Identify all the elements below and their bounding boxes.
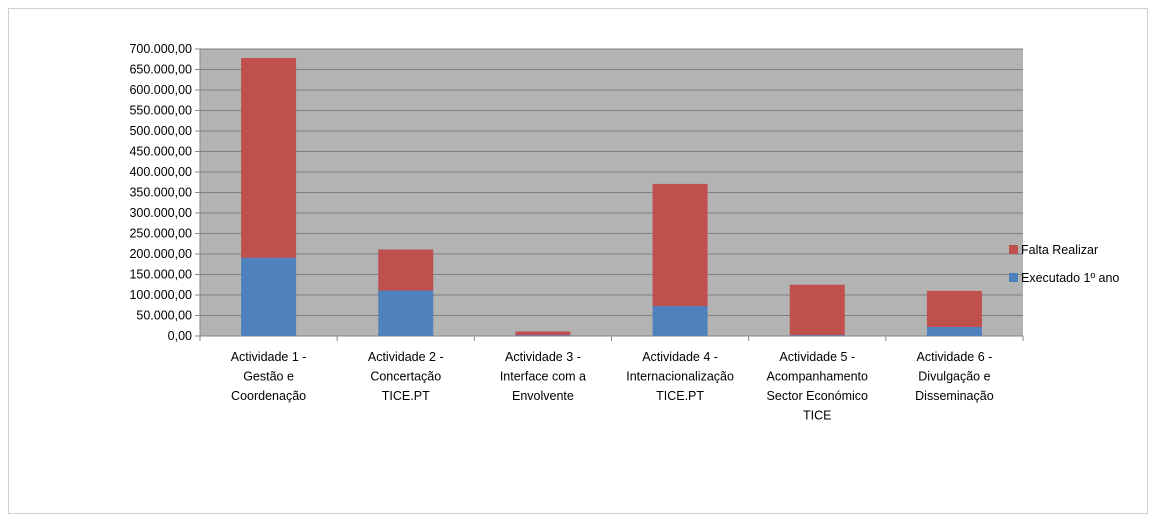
y-tick-label: 500.000,00 <box>129 124 192 138</box>
y-tick-label: 200.000,00 <box>129 247 192 261</box>
y-tick-label: 300.000,00 <box>129 206 192 220</box>
plot-area <box>200 48 1023 336</box>
bar-segment-executado <box>241 257 297 336</box>
bar-segment-falta-realizar <box>652 183 708 307</box>
bar-segment-executado <box>789 335 845 336</box>
x-tick-label: Actividade 1 -Gestão e Coordenação <box>231 350 307 403</box>
y-tick-label: 350.000,00 <box>129 186 192 200</box>
legend-label: Executado 1º ano <box>1021 271 1119 285</box>
x-tick-label: Actividade 4 -Internacionalização TICE.PT <box>626 350 734 403</box>
y-tick-label: 450.000,00 <box>129 145 192 159</box>
bar-segment-executado <box>515 335 571 336</box>
y-tick-label: 0,00 <box>168 329 192 343</box>
y-tick-label: 400.000,00 <box>129 165 192 179</box>
x-tick-label: Actividade 3 -Interface com a Envolvente <box>500 350 586 403</box>
y-tick-label: 600.000,00 <box>129 83 192 97</box>
bar-segment-falta-realizar <box>241 58 297 258</box>
x-tick-label: Actividade 6 -Divulgação e Disseminação <box>915 350 994 403</box>
stacked-bar-chart: 0,00 50.000,00 100.000,00 150.000,00 200.000… <box>129 42 1119 423</box>
x-axis: Actividade 1 -Gestão e Coordenação Activid… <box>199 335 1024 423</box>
y-axis: 0,00 50.000,00 100.000,00 150.000,00 200.000… <box>129 42 201 343</box>
y-tick-label: 550.000,00 <box>129 104 192 118</box>
bar-segment-executado <box>378 290 434 336</box>
y-tick-label: 250.000,00 <box>129 227 192 241</box>
bar-segment-falta-realizar <box>926 290 982 327</box>
bars <box>241 58 982 336</box>
legend-swatch <box>1009 245 1018 254</box>
x-tick-label: Actividade 5 -Acompanhamento Sector Econó… <box>767 350 869 423</box>
y-tick-label: 650.000,00 <box>129 63 192 77</box>
y-tick-label: 100.000,00 <box>129 288 192 302</box>
legend: Falta Realizar Executado 1º ano <box>1009 243 1119 285</box>
bar-segment-executado <box>926 326 982 336</box>
chart-frame: 0,00 50.000,00 100.000,00 150.000,00 200.000… <box>8 8 1148 514</box>
y-tick-label: 50.000,00 <box>136 309 192 323</box>
legend-label: Falta Realizar <box>1021 243 1098 257</box>
y-tick-label: 700.000,00 <box>129 42 192 56</box>
bar-segment-executado <box>652 306 708 336</box>
bar-segment-falta-realizar <box>515 331 571 336</box>
x-tick-label: Actividade 2 -Concertação TICE.PT <box>368 350 444 403</box>
y-tick-label: 150.000,00 <box>129 268 192 282</box>
legend-swatch <box>1009 273 1018 282</box>
bar-segment-falta-realizar <box>378 249 434 291</box>
bar-segment-falta-realizar <box>789 284 845 336</box>
